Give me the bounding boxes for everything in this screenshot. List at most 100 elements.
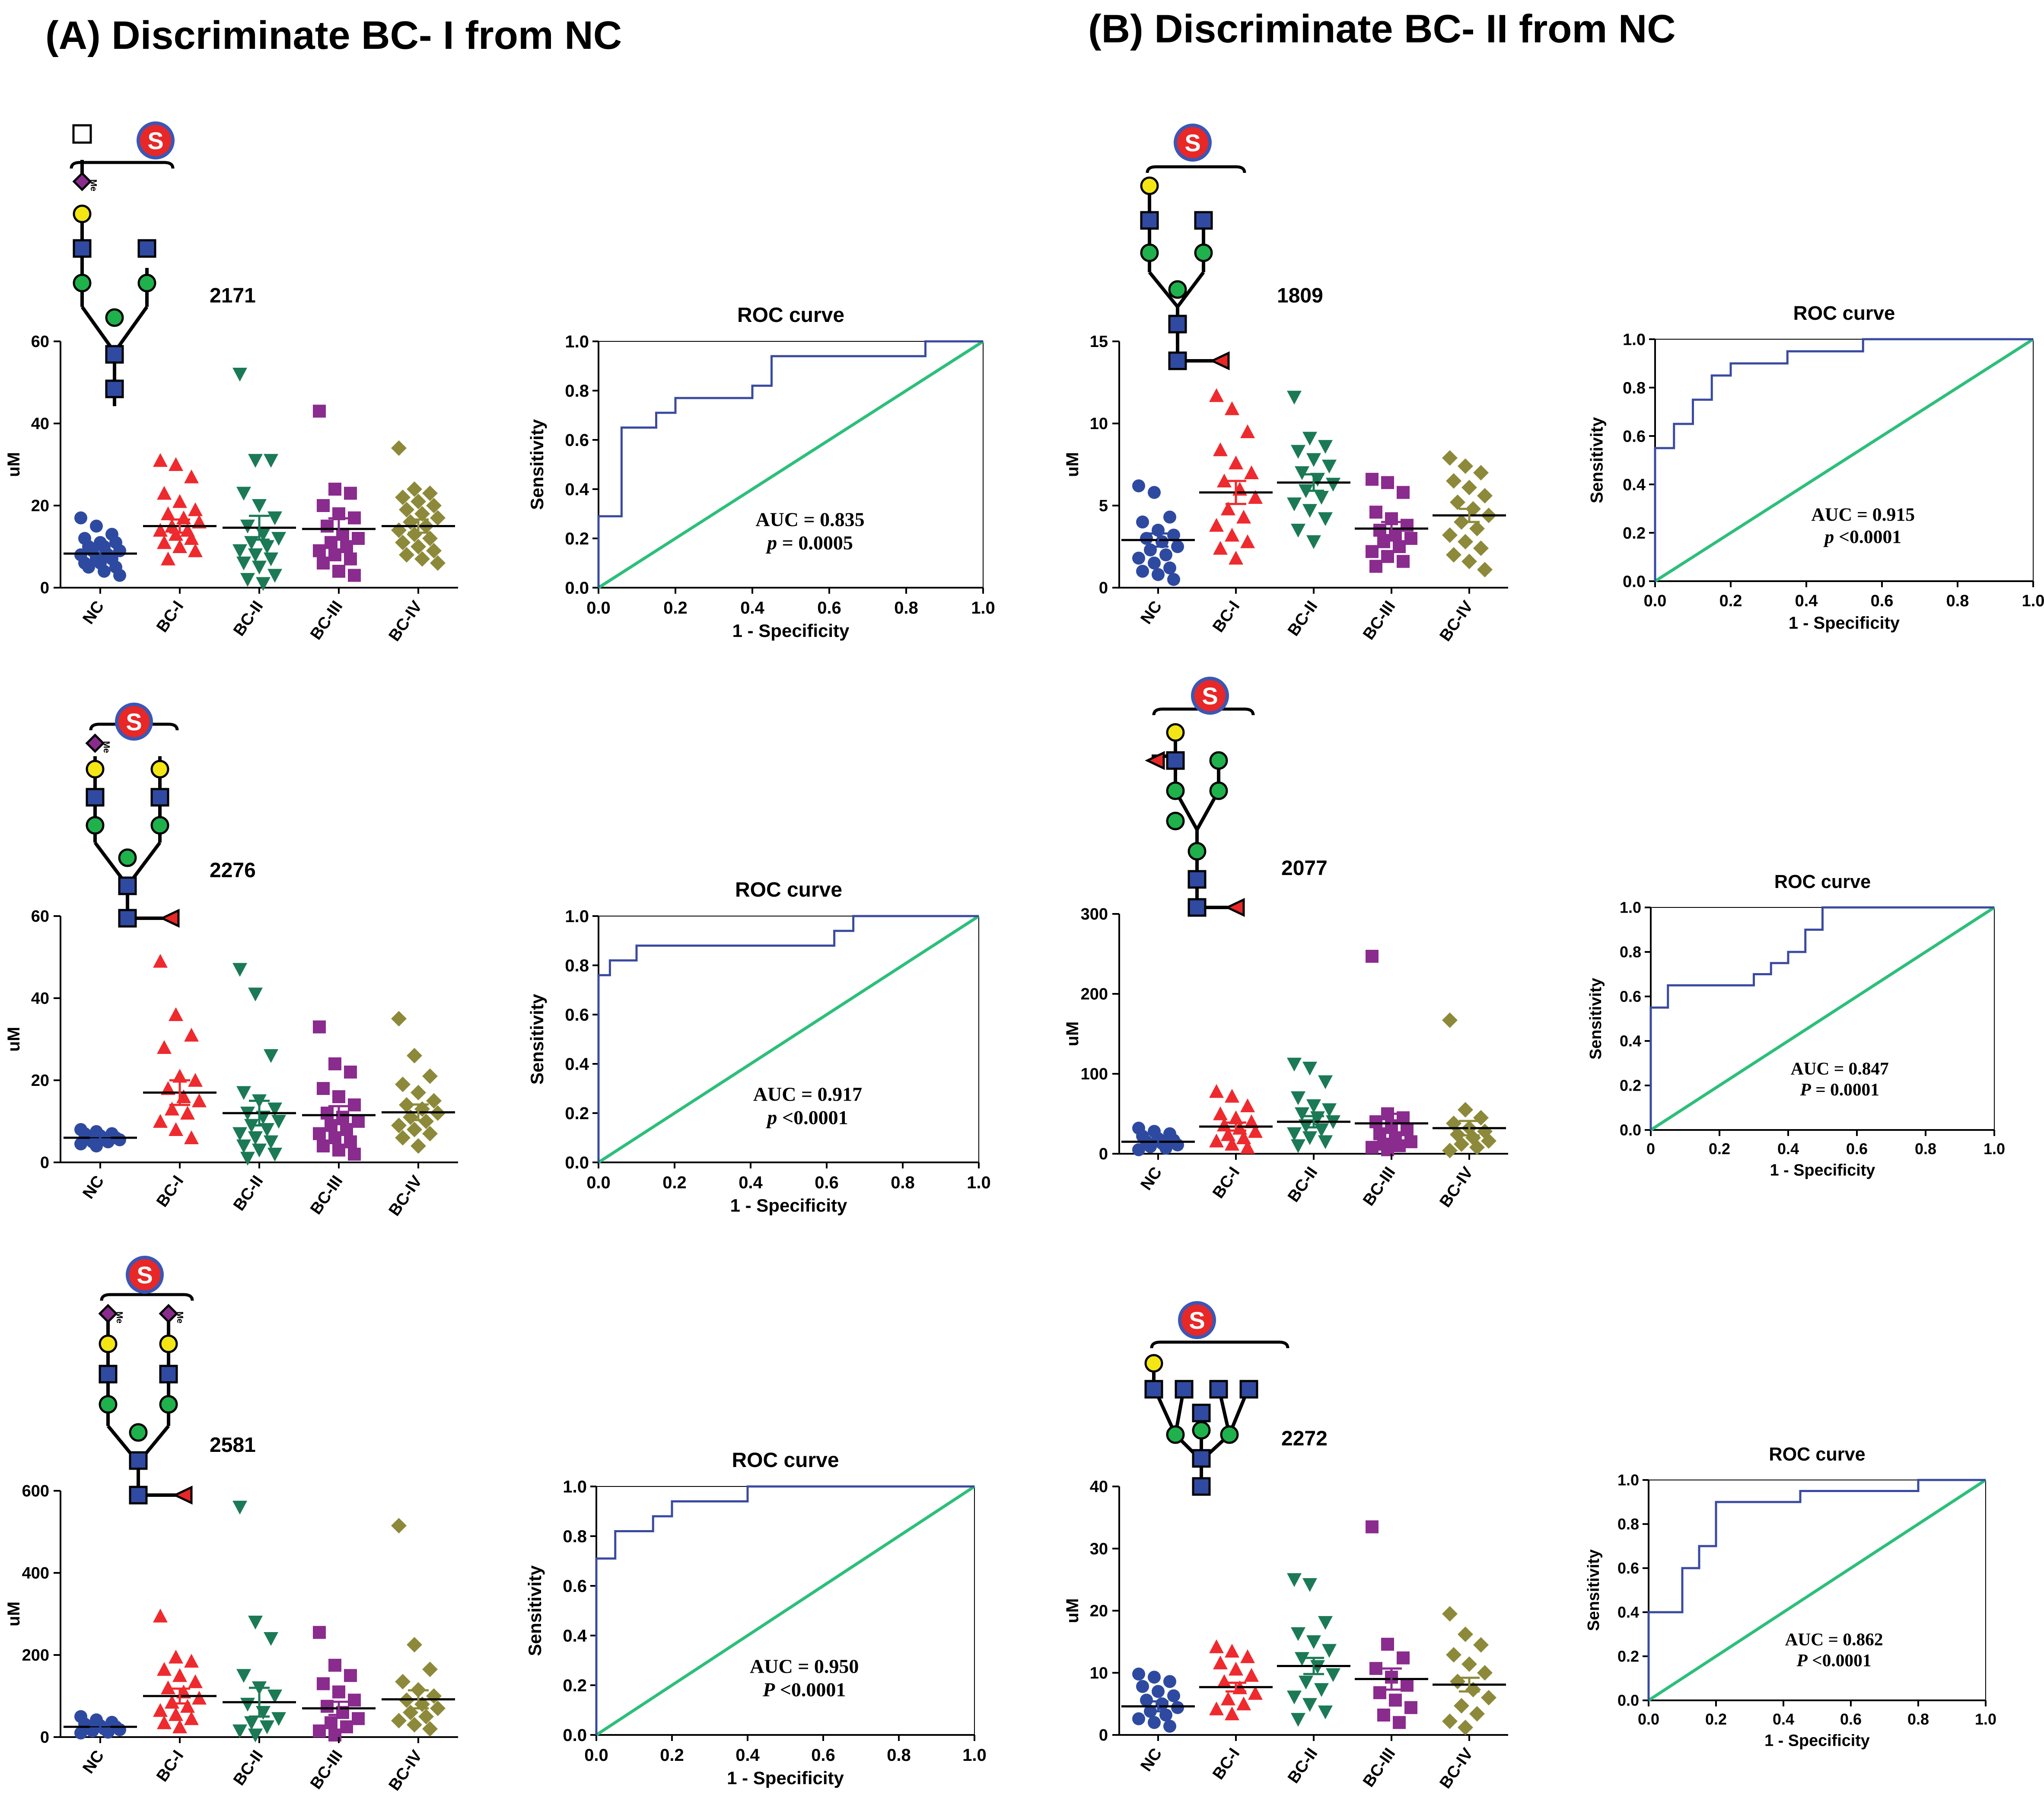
data-point — [1450, 1674, 1465, 1690]
glycan-g2171: S Me — [70, 121, 175, 406]
data-point — [422, 1661, 438, 1677]
glycan-bond — [80, 306, 116, 353]
x-tick-label: NC — [79, 1747, 108, 1777]
data-point — [248, 548, 263, 562]
data-point — [332, 1685, 345, 1699]
data-point — [1302, 1698, 1317, 1712]
data-point — [1458, 458, 1473, 474]
glycan-residue — [1168, 280, 1187, 299]
data-point — [169, 527, 183, 541]
scatter-plot-2276: 0 20 40 60 uM NC BC-I BC-II BC-III BC-IV 2276 — [4, 859, 458, 1219]
data-point — [172, 539, 187, 553]
data-point — [1404, 1135, 1417, 1149]
glycan-residue — [1168, 315, 1187, 334]
data-point — [1302, 1131, 1317, 1145]
data-point — [1366, 1520, 1379, 1534]
data-point — [184, 1654, 199, 1668]
y-tick-label: 60 — [31, 333, 49, 351]
x-tick-label: BC-I — [1209, 1164, 1243, 1202]
methyl-label: Me — [175, 1311, 185, 1324]
data-point — [1132, 551, 1145, 565]
data-point — [317, 1677, 330, 1690]
data-point — [1306, 1635, 1321, 1649]
data-point — [157, 1715, 172, 1729]
series-BC-III — [1355, 950, 1428, 1156]
p-value-label: P <0.0001 — [762, 1678, 846, 1700]
data-point — [1148, 557, 1161, 570]
glycan-residue — [86, 816, 105, 835]
data-point — [153, 1608, 168, 1623]
scatter-plot-2581: 0 200 400 600 uM NC BC-I BC-II BC-III BC-IV 2581 — [4, 1434, 458, 1794]
y-tick-label: 60 — [31, 907, 49, 926]
x-tick-label: 0.2 — [660, 1746, 684, 1765]
data-point — [422, 485, 438, 501]
series-BC-II — [223, 368, 296, 591]
data-point — [248, 454, 263, 468]
data-point — [325, 1119, 337, 1132]
series-BC-I — [1199, 1639, 1273, 1721]
data-point — [1446, 1647, 1461, 1663]
data-point — [1229, 455, 1243, 470]
x-tick-label: 0.6 — [811, 1746, 835, 1765]
x-tick-label: 0.8 — [1946, 592, 1969, 610]
glycan-fucose — [172, 1486, 193, 1505]
data-point — [328, 1658, 341, 1672]
y-axis-label: Sensitivity — [527, 419, 547, 510]
data-point — [188, 502, 203, 516]
data-point — [90, 1139, 103, 1152]
data-point — [1314, 1123, 1329, 1137]
series-BC-I — [1199, 1084, 1273, 1154]
series-NC — [64, 511, 137, 582]
auc-label: AUC = 0.915 — [1811, 504, 1915, 525]
scatter-plot-2077: 0 100 200 300 uM NC BC-I BC-II BC-III BC-IV 2077 — [1063, 857, 1508, 1211]
data-point — [391, 1518, 407, 1534]
glycan-residue — [105, 345, 124, 364]
data-point — [1458, 534, 1473, 550]
data-point — [1377, 1709, 1390, 1722]
data-point — [157, 486, 172, 500]
data-point — [399, 547, 414, 563]
data-point — [1163, 510, 1176, 524]
data-point — [1446, 473, 1461, 489]
series-NC — [1121, 1668, 1195, 1733]
data-point — [1148, 1671, 1161, 1684]
x-tick-label: 0.8 — [891, 1173, 915, 1192]
sialic-acid-label: S — [147, 127, 163, 154]
data-point — [1159, 548, 1172, 561]
data-point — [1302, 504, 1317, 518]
glycan-mass-label: 2581 — [210, 1434, 256, 1457]
data-point — [1240, 1140, 1255, 1154]
sialic-acid-label: S — [137, 1261, 153, 1289]
y-axis-label: Sensitivity — [1587, 417, 1606, 503]
x-tick-label: 0.2 — [1705, 1710, 1727, 1728]
p-symbol: P — [1796, 1650, 1808, 1670]
p-value-label: p = 0.0005 — [765, 532, 853, 554]
data-point — [414, 551, 430, 567]
y-tick-label: 0.0 — [1617, 1692, 1639, 1709]
data-point — [1469, 1139, 1485, 1155]
glycan-residue — [150, 816, 169, 835]
data-point — [321, 519, 334, 533]
glycan-residue — [73, 204, 92, 223]
data-point — [1477, 562, 1493, 578]
data-point — [317, 1082, 330, 1095]
x-tick-label: 0.4 — [1773, 1710, 1794, 1728]
data-point — [172, 494, 187, 508]
data-point — [1240, 534, 1255, 548]
data-point — [232, 1724, 247, 1738]
y-tick-label: 1.0 — [565, 332, 589, 351]
x-tick-label: 0.8 — [1907, 1710, 1929, 1728]
data-point — [1481, 1133, 1496, 1149]
x-tick-label: 0.4 — [1795, 592, 1818, 610]
y-tick-label: 10 — [1090, 1664, 1108, 1682]
data-point — [313, 1724, 326, 1738]
data-point — [411, 1085, 426, 1101]
y-axis-label: Sensitivity — [1587, 978, 1605, 1060]
series-NC — [64, 1123, 137, 1152]
data-point — [1291, 445, 1305, 459]
data-point — [344, 1669, 357, 1682]
data-point — [1248, 1124, 1263, 1138]
data-point — [407, 526, 422, 542]
data-point — [248, 987, 263, 1002]
glycan-residue — [105, 379, 124, 398]
